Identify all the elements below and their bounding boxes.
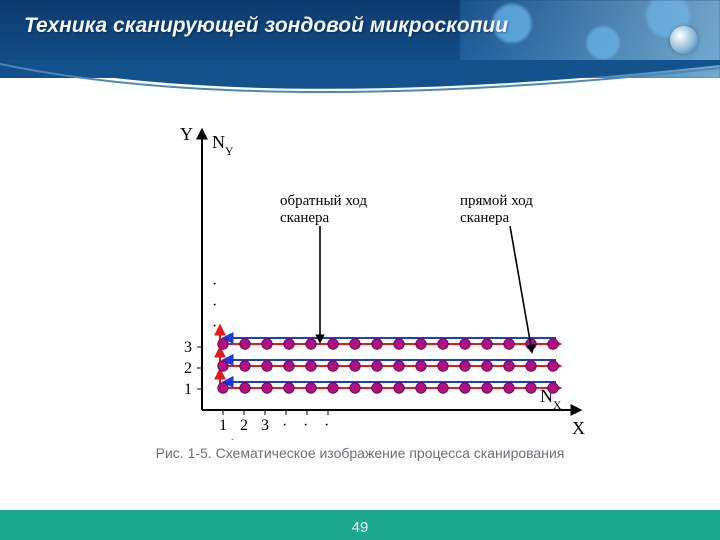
svg-text:X: X bbox=[572, 418, 585, 438]
slide: Техника сканирующей зондовой микроскопии… bbox=[0, 0, 720, 540]
svg-text:·: · bbox=[212, 297, 217, 314]
svg-text:1: 1 bbox=[184, 381, 192, 398]
svg-text:·: · bbox=[324, 417, 329, 434]
svg-text:2: 2 bbox=[184, 360, 192, 377]
svg-text:сканера: сканера bbox=[460, 210, 510, 226]
svg-text:обратный ход: обратный ход bbox=[280, 193, 367, 209]
svg-text:1: 1 bbox=[219, 417, 227, 434]
svg-text:Y: Y bbox=[180, 124, 193, 144]
figure-caption: Рис. 1-5. Схематическое изображение проц… bbox=[0, 445, 720, 461]
svg-text:3: 3 bbox=[184, 339, 192, 356]
svg-text:·: · bbox=[282, 417, 287, 434]
scan-diagram-svg: XYNXNY123···Δ123···обратный ходсканерапр… bbox=[160, 120, 590, 440]
page-number: 49 bbox=[0, 519, 720, 536]
svg-text:·: · bbox=[303, 417, 308, 434]
svg-text:·: · bbox=[212, 276, 217, 293]
svg-text:сканера: сканера bbox=[280, 210, 330, 226]
globe-logo-icon bbox=[670, 26, 698, 54]
svg-text:2: 2 bbox=[240, 417, 248, 434]
page-title: Техника сканирующей зондовой микроскопии bbox=[24, 14, 508, 38]
svg-text:прямой ход: прямой ход bbox=[460, 193, 533, 209]
svg-text:·: · bbox=[212, 318, 217, 335]
svg-text:NY: NY bbox=[212, 132, 234, 158]
scan-diagram: XYNXNY123···Δ123···обратный ходсканерапр… bbox=[160, 120, 590, 440]
svg-text:3: 3 bbox=[261, 417, 269, 434]
header-curve-icon bbox=[0, 60, 720, 120]
svg-text:Δ: Δ bbox=[228, 437, 238, 440]
